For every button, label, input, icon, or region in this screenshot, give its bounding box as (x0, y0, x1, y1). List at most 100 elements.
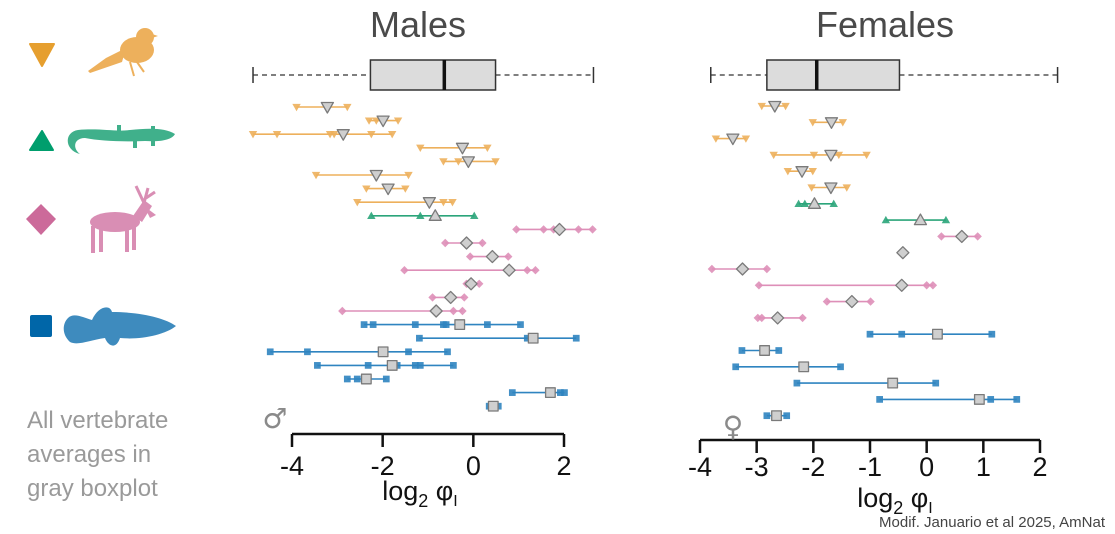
population-point (732, 363, 740, 371)
species-mean-point (759, 345, 771, 356)
population-point (478, 238, 487, 248)
population-point (400, 266, 409, 275)
x-axis-label-symbol-subscript: I (928, 500, 932, 517)
species-mean-point (896, 246, 910, 260)
population-point (450, 362, 457, 369)
x-axis-label-text: log (857, 483, 893, 513)
population-point (973, 232, 982, 241)
species-row-mammals (338, 304, 467, 318)
population-point (793, 379, 801, 387)
species-mean-point (771, 410, 782, 422)
species-row-mammals (512, 222, 597, 237)
species-row-fish (485, 400, 502, 412)
species-row-fish (732, 361, 844, 373)
population-point (387, 131, 397, 139)
species-row-fish (738, 345, 783, 356)
species-mean-point (973, 393, 985, 405)
deer-silhouette-icon (90, 185, 156, 253)
population-point (922, 281, 931, 290)
panel-title: Females (816, 4, 954, 45)
population-point (504, 252, 513, 261)
population-point (588, 225, 597, 234)
population-point (416, 362, 424, 369)
population-point (572, 334, 580, 342)
species-row-fish (343, 373, 390, 385)
population-point (401, 185, 410, 193)
population-point (364, 117, 374, 125)
species-mean-point (369, 169, 383, 182)
population-point (460, 293, 469, 302)
note-line: averages in (27, 441, 152, 468)
species-mean-point (455, 142, 470, 155)
population-point (439, 158, 448, 166)
population-point (881, 215, 891, 224)
population-point (987, 396, 995, 403)
population-point (292, 103, 301, 112)
population-point (838, 119, 847, 127)
population-point (343, 103, 352, 112)
sex-symbol-icon: ♀ (723, 410, 744, 443)
species-mean-point (527, 332, 539, 344)
population-point (369, 321, 377, 328)
species-mean-point (735, 262, 750, 276)
population-point (449, 306, 458, 316)
population-point (416, 144, 425, 152)
population-point (416, 211, 425, 219)
population-point (367, 211, 376, 219)
population-point (382, 375, 390, 383)
population-point (937, 232, 946, 241)
species-row-fish (866, 328, 996, 340)
population-point (794, 199, 803, 207)
x-axis-label-symbol-subscript: I (453, 493, 457, 510)
species-mean-point (770, 311, 785, 325)
species-row-fish (360, 319, 524, 331)
species-mean-point (381, 183, 395, 196)
population-point (561, 389, 568, 396)
species-mean-point (824, 117, 839, 129)
population-point (574, 225, 583, 234)
population-point (483, 144, 492, 152)
species-mean-point (845, 294, 859, 309)
species-row-fish (314, 359, 457, 371)
population-point (444, 348, 451, 356)
species-mean-point (444, 290, 458, 305)
species-mean-point (377, 346, 389, 358)
population-point (809, 151, 819, 160)
population-point (711, 135, 721, 143)
population-point (741, 135, 751, 143)
species-row-mammals (822, 294, 875, 309)
species-mean-point (459, 236, 474, 250)
species-mean-point (422, 197, 437, 209)
population-point (775, 347, 783, 354)
population-point (523, 266, 532, 275)
population-point (508, 389, 516, 396)
species-mean-point (887, 377, 899, 389)
species-row-fish (763, 410, 791, 422)
population-point (272, 131, 282, 139)
population-point (248, 131, 258, 139)
species-row-birds (248, 129, 397, 141)
population-point (343, 375, 351, 383)
species-mean-point (461, 156, 475, 169)
x-tick-label: 1 (976, 452, 991, 482)
population-point (329, 131, 339, 139)
species-mean-point (824, 149, 838, 162)
reptile-marker-icon (29, 130, 54, 151)
population-point (411, 321, 419, 328)
species-row-birds (769, 149, 871, 162)
species-row-reptiles (794, 197, 838, 209)
x-tick-label: -2 (801, 452, 825, 482)
x-axis-label: log2 φI (382, 476, 458, 511)
species-row-mammals (754, 278, 938, 292)
sex-symbol-icon: ♂ (262, 402, 287, 435)
x-tick-label: -2 (371, 451, 395, 481)
boxplot-box (766, 59, 901, 91)
species-row-birds (292, 101, 352, 114)
species-row-birds (808, 117, 847, 129)
summary-boxplot (252, 59, 595, 91)
population-point (781, 102, 790, 111)
species-mean-point (931, 328, 943, 340)
note-line: gray boxplot (27, 475, 158, 502)
population-point (338, 306, 347, 316)
